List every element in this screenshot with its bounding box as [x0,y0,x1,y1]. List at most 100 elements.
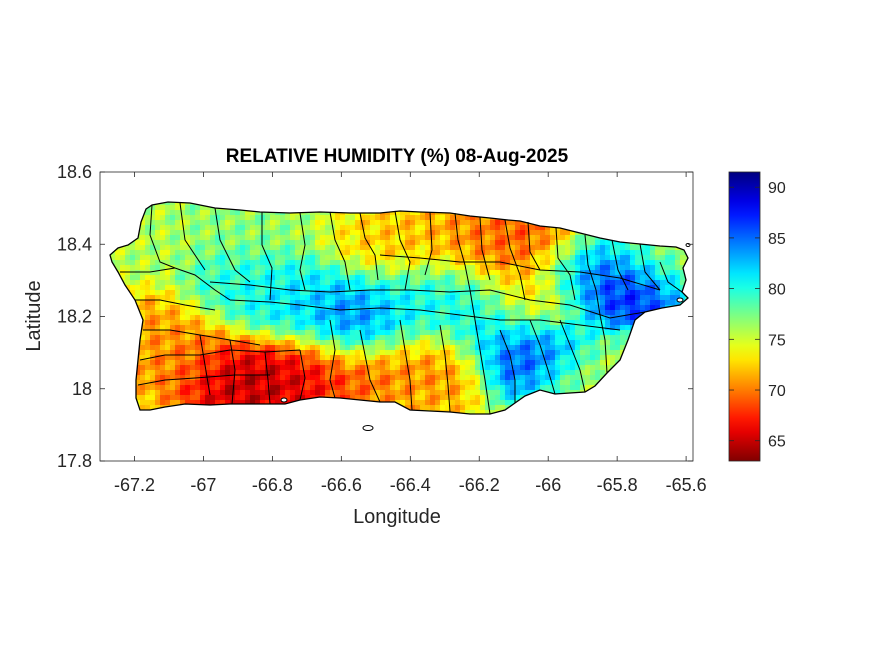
heat-cell-3433 [160,340,166,346]
heat-cell-1757 [630,265,636,271]
heat-cell-1247 [440,245,446,251]
heat-cell-3672 [175,350,181,356]
heat-cell-2020 [175,280,181,286]
heat-cell-597 [140,220,146,226]
heat-cell-4295 [340,375,346,381]
heat-cell-131 [170,202,176,206]
heat-cell-1249 [450,245,456,251]
heat-cell-3040 [555,320,561,326]
heat-cell-2642 [335,305,341,311]
heat-cell-1833 [420,270,426,276]
heat-cell-3475 [370,340,376,346]
heat-cell-3266 [505,330,511,336]
heat-cell-2521 [320,300,326,306]
heat-cell-3930 [285,360,291,366]
heat-cell-4847 [150,400,156,406]
heat-cell-2788 [475,310,481,316]
heat-cell-1023 [500,235,506,241]
heat-cell-650 [405,220,411,226]
heat-cell-666 [485,220,491,226]
heat-cell-3407 [620,335,626,341]
heat-cell-3156 [545,325,551,331]
heat-cell-3753 [580,350,586,356]
heat-cell-909 [520,230,526,236]
heat-cell-848 [215,230,221,236]
heat-cell-2753 [300,310,306,316]
heat-cell-1608 [475,260,481,266]
heat-cell-2765 [360,310,366,316]
heat-cell-4080 [445,365,451,371]
heat-cell-1516 [605,255,611,261]
heat-cell-2094 [545,280,551,286]
heat-cell-376 [215,210,221,216]
heat-cell-2381 [210,295,216,301]
heat-cell-2634 [295,305,301,311]
heat-cell-2236 [665,285,671,291]
heat-cell-2294 [365,290,371,296]
heat-cell-3903 [150,360,156,366]
heat-cell-1353 [380,250,386,256]
heat-cell-2258 [185,290,191,296]
heat-cell-1349 [360,250,366,256]
heat-cell-2064 [395,280,401,286]
heat-cell-3436 [175,340,181,346]
heat-cell-2958 [145,320,151,326]
heat-cell-2049 [320,280,326,286]
heat-cell-1316 [195,250,201,256]
heat-cell-3467 [330,340,336,346]
heat-cell-3119 [360,325,366,331]
heat-cell-3023 [470,320,476,326]
heat-cell-1289 [650,245,656,251]
heat-cell-1095 [270,240,276,246]
heat-cell-1376 [495,250,501,256]
heat-cell-3459 [290,340,296,346]
heat-cell-795 [540,225,546,231]
heat-cell-974 [255,235,261,241]
heat-cell-2163 [300,285,306,291]
heat-cell-2114 [645,280,651,286]
heat-cell-2969 [200,320,206,326]
heat-cell-1839 [450,270,456,276]
heat-cell-4208 [495,370,501,376]
heat-cell-4263 [180,375,186,381]
heat-cell-2475 [680,295,686,301]
heat-cell-1021 [490,235,496,241]
heat-cell-1084 [215,240,221,246]
heat-cell-3148 [505,325,511,331]
heat-cell-3197 [160,330,166,336]
heat-cell-1751 [600,265,606,271]
heat-cell-760 [365,225,371,231]
heat-cell-4518 [275,385,281,391]
heat-cell-1186 [135,245,141,251]
heat-cell-4608 [135,390,141,396]
heat-cell-2842 [155,315,161,321]
heat-cell-1970 [515,275,521,281]
heat-cell-2404 [325,295,331,301]
heat-cell-2130 [135,285,141,291]
heat-cell-3480 [395,340,401,346]
heat-cell-2084 [495,280,501,286]
heat-cell-4862 [225,400,231,406]
heat-cell-2162 [295,285,301,291]
heat-cell-2700 [625,305,631,311]
heat-cell-3575 [280,345,286,351]
heat-cell-1576 [315,260,321,266]
heat-cell-1378 [505,250,511,256]
heat-cell-2060 [375,280,381,286]
heat-cell-2171 [340,285,346,291]
heat-cell-371 [190,210,196,216]
heat-cell-2691 [580,305,586,311]
heat-cell-1642 [645,260,651,266]
heat-cell-1354 [385,250,391,256]
heat-cell-3873 [590,355,596,361]
heat-cell-2197 [470,285,476,291]
heat-cell-1393 [580,250,586,256]
heat-cell-2666 [455,305,461,311]
heat-cell-1959 [460,275,466,281]
heat-cell-2627 [260,305,266,311]
heat-cell-1831 [410,270,416,276]
heat-cell-1939 [360,275,366,281]
heat-cell-1663 [160,265,166,271]
heat-cell-913 [540,230,546,236]
heat-cell-411 [390,210,396,216]
